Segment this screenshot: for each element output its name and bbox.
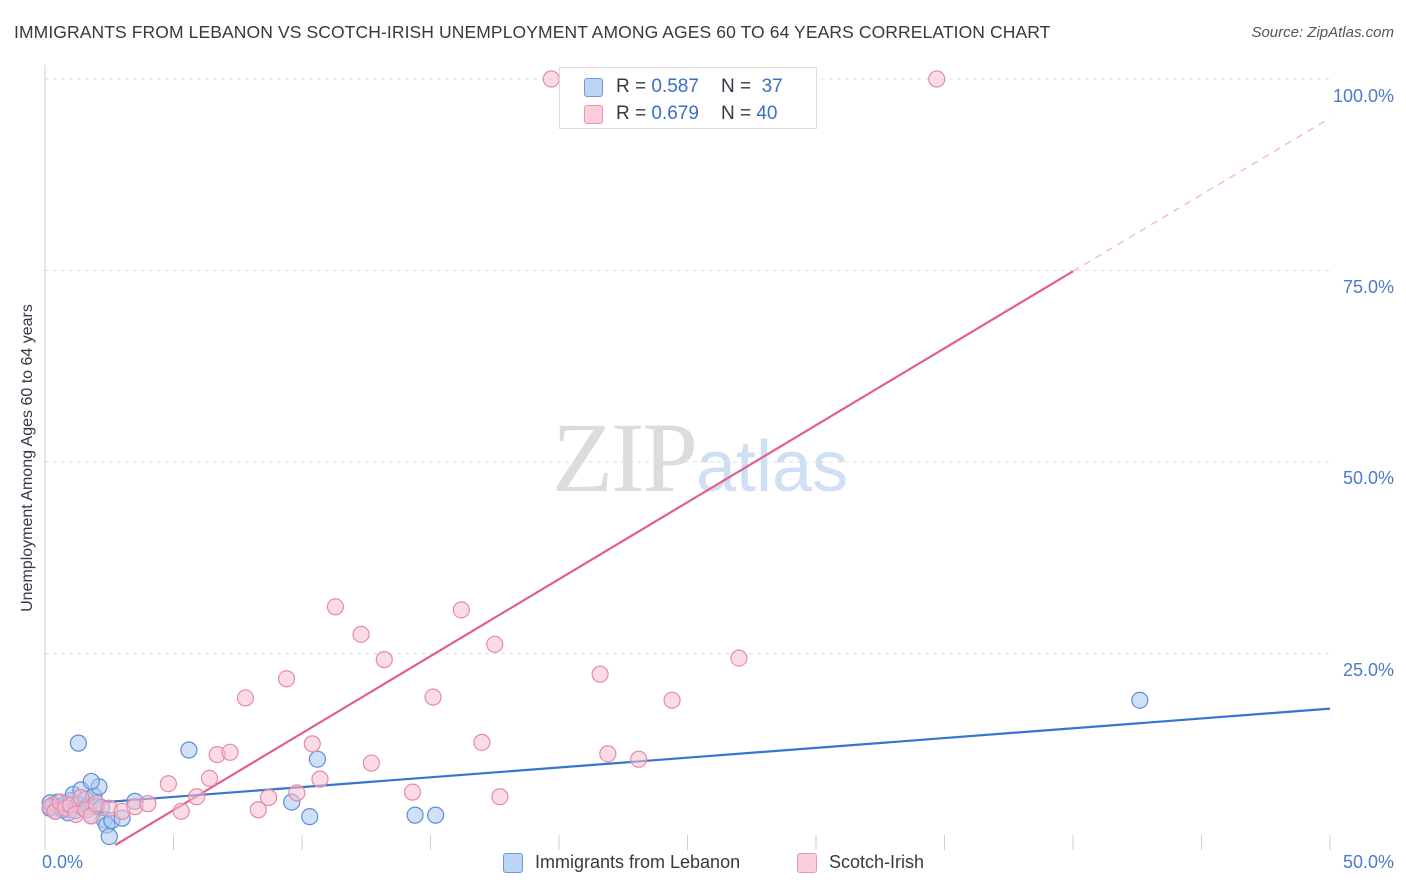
series-lebanon-points [41, 691, 1149, 846]
data-point-lebanon [82, 772, 100, 791]
grid-lines [44, 65, 1331, 850]
trend-line-scotch-irish [114, 270, 1074, 846]
data-point-scotch-irish [362, 754, 380, 772]
data-point-scotch-irish [159, 775, 177, 793]
y-tick-label: 100.0% [1332, 86, 1394, 106]
pink-swatch-icon [584, 104, 603, 124]
data-point-scotch-irish [663, 691, 681, 709]
stats-legend-row-scotch-irish: R = 0.679 N = 40 [584, 101, 777, 127]
trend-line-lebanon [44, 707, 1331, 808]
data-point-scotch-irish [259, 788, 278, 807]
legend-item-lebanon: Immigrants from Lebanon [503, 852, 740, 873]
data-point-scotch-irish [139, 795, 157, 813]
n-value: 37 [761, 76, 783, 97]
data-point-scotch-irish [236, 689, 255, 707]
n-label: N = [720, 103, 752, 124]
data-point-lebanon [100, 827, 118, 846]
data-point-scotch-irish [452, 601, 470, 619]
data-point-scotch-irish [630, 750, 648, 768]
data-point-scotch-irish [486, 635, 504, 653]
data-point-scotch-irish [928, 70, 946, 88]
data-point-lebanon [180, 741, 198, 759]
x-tick-label-min: 0.0% [42, 852, 84, 872]
y-tick-label: 25.0% [1342, 660, 1394, 680]
r-value: 0.679 [651, 103, 699, 124]
data-point-scotch-irish [730, 649, 748, 667]
pink-swatch-icon [797, 852, 817, 873]
r-value: 0.587 [651, 76, 699, 97]
chart-title: IMMIGRANTS FROM LEBANON VS SCOTCH-IRISH … [14, 22, 1051, 42]
stats-legend: R = 0.587 N = 37 R = 0.679 N = 40 [559, 67, 817, 129]
blue-swatch-icon [584, 77, 603, 97]
blue-swatch-icon [503, 852, 523, 873]
data-point-lebanon [69, 734, 88, 752]
stats-legend-row-lebanon: R = 0.587 N = 37 [584, 74, 783, 100]
data-point-scotch-irish [188, 788, 206, 806]
legend-label: Scotch-Irish [829, 852, 925, 872]
data-point-scotch-irish [542, 70, 560, 88]
watermark-zip: ZIP [552, 402, 698, 513]
data-point-scotch-irish [352, 625, 370, 643]
data-point-lebanon [308, 750, 327, 768]
data-point-scotch-irish [249, 801, 267, 819]
legend-item-scotch-irish: Scotch-Irish [797, 852, 924, 873]
data-point-scotch-irish [221, 743, 239, 761]
data-point-scotch-irish [277, 670, 296, 688]
series-scotch-irish-points [41, 70, 946, 825]
data-point-scotch-irish [591, 665, 609, 683]
data-point-scotch-irish [172, 802, 190, 820]
x-tick-label-max: 50.0% [1342, 852, 1394, 872]
watermark-atlas: atlas [696, 427, 849, 507]
y-tick-label: 50.0% [1342, 468, 1394, 488]
data-point-lebanon [1131, 691, 1149, 709]
trend-lines [44, 117, 1331, 846]
r-label: R = [616, 103, 647, 124]
data-point-lebanon [301, 808, 319, 826]
legend-label: Immigrants from Lebanon [535, 852, 741, 872]
n-label: N = [720, 76, 752, 97]
data-point-scotch-irish [200, 769, 219, 787]
data-point-lebanon [427, 806, 445, 824]
data-point-scotch-irish [288, 784, 306, 802]
source-credit: Source: ZipAtlas.com [1251, 24, 1394, 41]
data-point-scotch-irish [599, 745, 617, 763]
data-point-scotch-irish [424, 688, 442, 706]
r-label: R = [616, 76, 647, 97]
data-point-lebanon [406, 806, 424, 824]
data-point-scotch-irish [375, 651, 393, 669]
trend-line-scotch-irish-extension [1072, 117, 1331, 272]
watermark: ZIPatlas [552, 400, 848, 515]
data-point-scotch-irish [473, 733, 491, 751]
data-point-scotch-irish [311, 770, 329, 788]
data-point-scotch-irish [491, 788, 509, 806]
y-axis-label: Unemployment Among Ages 60 to 64 years [19, 304, 36, 612]
data-point-scotch-irish [326, 598, 345, 616]
n-value: 40 [756, 103, 778, 124]
y-tick-label: 75.0% [1342, 277, 1394, 297]
data-point-scotch-irish [303, 735, 321, 753]
data-point-scotch-irish [403, 783, 422, 801]
